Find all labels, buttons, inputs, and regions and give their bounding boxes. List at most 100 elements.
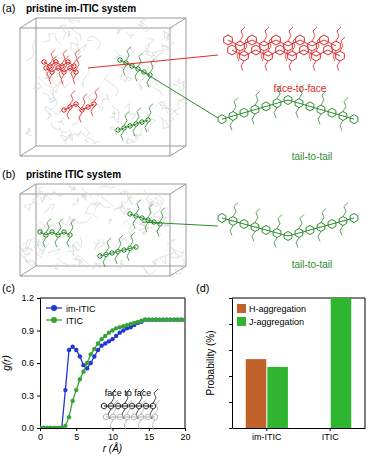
side-chain bbox=[318, 114, 321, 124]
ring bbox=[273, 99, 281, 108]
data-point bbox=[81, 369, 85, 373]
ring bbox=[118, 58, 122, 63]
box-edge bbox=[170, 146, 186, 156]
legend-label: H-aggregation bbox=[249, 304, 306, 314]
ring bbox=[128, 246, 132, 251]
tick bbox=[229, 428, 232, 429]
ring bbox=[130, 64, 134, 69]
molecule-background bbox=[100, 186, 115, 188]
ring bbox=[295, 229, 303, 238]
ring bbox=[272, 35, 281, 45]
data-point bbox=[63, 388, 67, 392]
tick-label: 0.6 bbox=[21, 358, 34, 368]
tick: ITIC bbox=[322, 428, 339, 442]
tick-label: 0 bbox=[38, 432, 43, 442]
molecule-background bbox=[68, 31, 70, 38]
side-chain bbox=[265, 61, 268, 71]
box-edge bbox=[20, 28, 170, 156]
ring bbox=[328, 220, 336, 229]
side-chain bbox=[277, 215, 282, 229]
ring bbox=[350, 214, 358, 223]
ring bbox=[229, 217, 237, 226]
side-chain bbox=[141, 400, 146, 414]
backbone bbox=[118, 120, 148, 130]
ring bbox=[38, 230, 42, 235]
ring bbox=[68, 233, 72, 238]
legend-label: J-aggregation bbox=[249, 317, 304, 327]
bar bbox=[246, 359, 267, 428]
molecule-background bbox=[115, 200, 128, 210]
tick-label: 0.9 bbox=[21, 326, 34, 336]
molecule-background bbox=[177, 99, 184, 107]
molecule-background bbox=[171, 250, 184, 258]
box-edge bbox=[20, 18, 36, 28]
molecule-background bbox=[147, 38, 154, 55]
molecule-background bbox=[33, 83, 42, 91]
molecule-background bbox=[96, 194, 114, 207]
molecule-background bbox=[149, 200, 163, 220]
data-point bbox=[110, 337, 114, 341]
side-chain bbox=[157, 226, 160, 236]
side-chain bbox=[296, 238, 299, 248]
box-edge bbox=[20, 266, 36, 276]
plot-area bbox=[246, 298, 352, 428]
molecule-background bbox=[69, 130, 81, 138]
ring bbox=[158, 222, 162, 227]
molecule-background bbox=[57, 258, 83, 266]
side-chain bbox=[133, 126, 136, 136]
data-point bbox=[78, 354, 82, 358]
molecule-background bbox=[147, 52, 164, 60]
ring bbox=[228, 45, 237, 55]
box-edge bbox=[20, 146, 36, 156]
panel-label: (d) bbox=[196, 282, 209, 294]
pointer bbox=[88, 55, 218, 68]
side-chain bbox=[230, 226, 233, 236]
ring bbox=[251, 105, 259, 114]
side-chain bbox=[343, 203, 348, 217]
molecule-background bbox=[121, 73, 134, 82]
molecule-background bbox=[64, 129, 72, 141]
side-chain bbox=[255, 91, 260, 105]
molecule-background bbox=[125, 192, 133, 205]
molecule-background bbox=[159, 116, 169, 129]
side-chain bbox=[94, 88, 99, 102]
panel-d: (d)im-ITICITICProbability (%)H-aggregati… bbox=[196, 282, 366, 442]
backbone bbox=[222, 218, 354, 236]
highlight-molecule bbox=[128, 200, 165, 237]
molecule-background bbox=[116, 27, 121, 34]
molecule-background bbox=[149, 79, 163, 96]
tick-mark bbox=[37, 363, 40, 364]
highlight-molecule bbox=[38, 219, 75, 248]
molecule-background bbox=[104, 74, 118, 96]
tick-label: 5 bbox=[74, 432, 79, 442]
side-chain bbox=[138, 420, 141, 430]
molecule-background bbox=[144, 267, 155, 274]
x-axis: 05101520 bbox=[38, 428, 191, 442]
ring bbox=[145, 414, 150, 420]
ring bbox=[108, 403, 113, 409]
legend: im-ITICITIC bbox=[46, 304, 96, 326]
panel-label: (b) bbox=[2, 168, 15, 180]
side-chain bbox=[148, 204, 153, 218]
plot-frame bbox=[232, 298, 365, 428]
molecule-background bbox=[140, 20, 149, 32]
side-chain bbox=[255, 209, 260, 223]
data-point bbox=[78, 377, 82, 381]
molecule-background bbox=[23, 198, 36, 210]
molecule-background bbox=[62, 216, 72, 225]
molecule-background bbox=[93, 263, 101, 269]
legend-swatch bbox=[237, 304, 246, 313]
ring bbox=[218, 115, 226, 124]
molecule-background bbox=[126, 138, 134, 144]
ring bbox=[68, 105, 72, 110]
molecule-background bbox=[116, 260, 122, 269]
molecule-background bbox=[144, 189, 153, 206]
molecule-background bbox=[145, 43, 150, 52]
molecule-background bbox=[170, 107, 181, 121]
side-chain bbox=[125, 389, 130, 403]
panel-label: (a) bbox=[2, 2, 15, 14]
ring bbox=[104, 252, 108, 257]
inset-label: tail-to-tail bbox=[292, 151, 333, 162]
tick: 1.2 bbox=[21, 293, 40, 303]
molecule-background bbox=[170, 247, 180, 258]
